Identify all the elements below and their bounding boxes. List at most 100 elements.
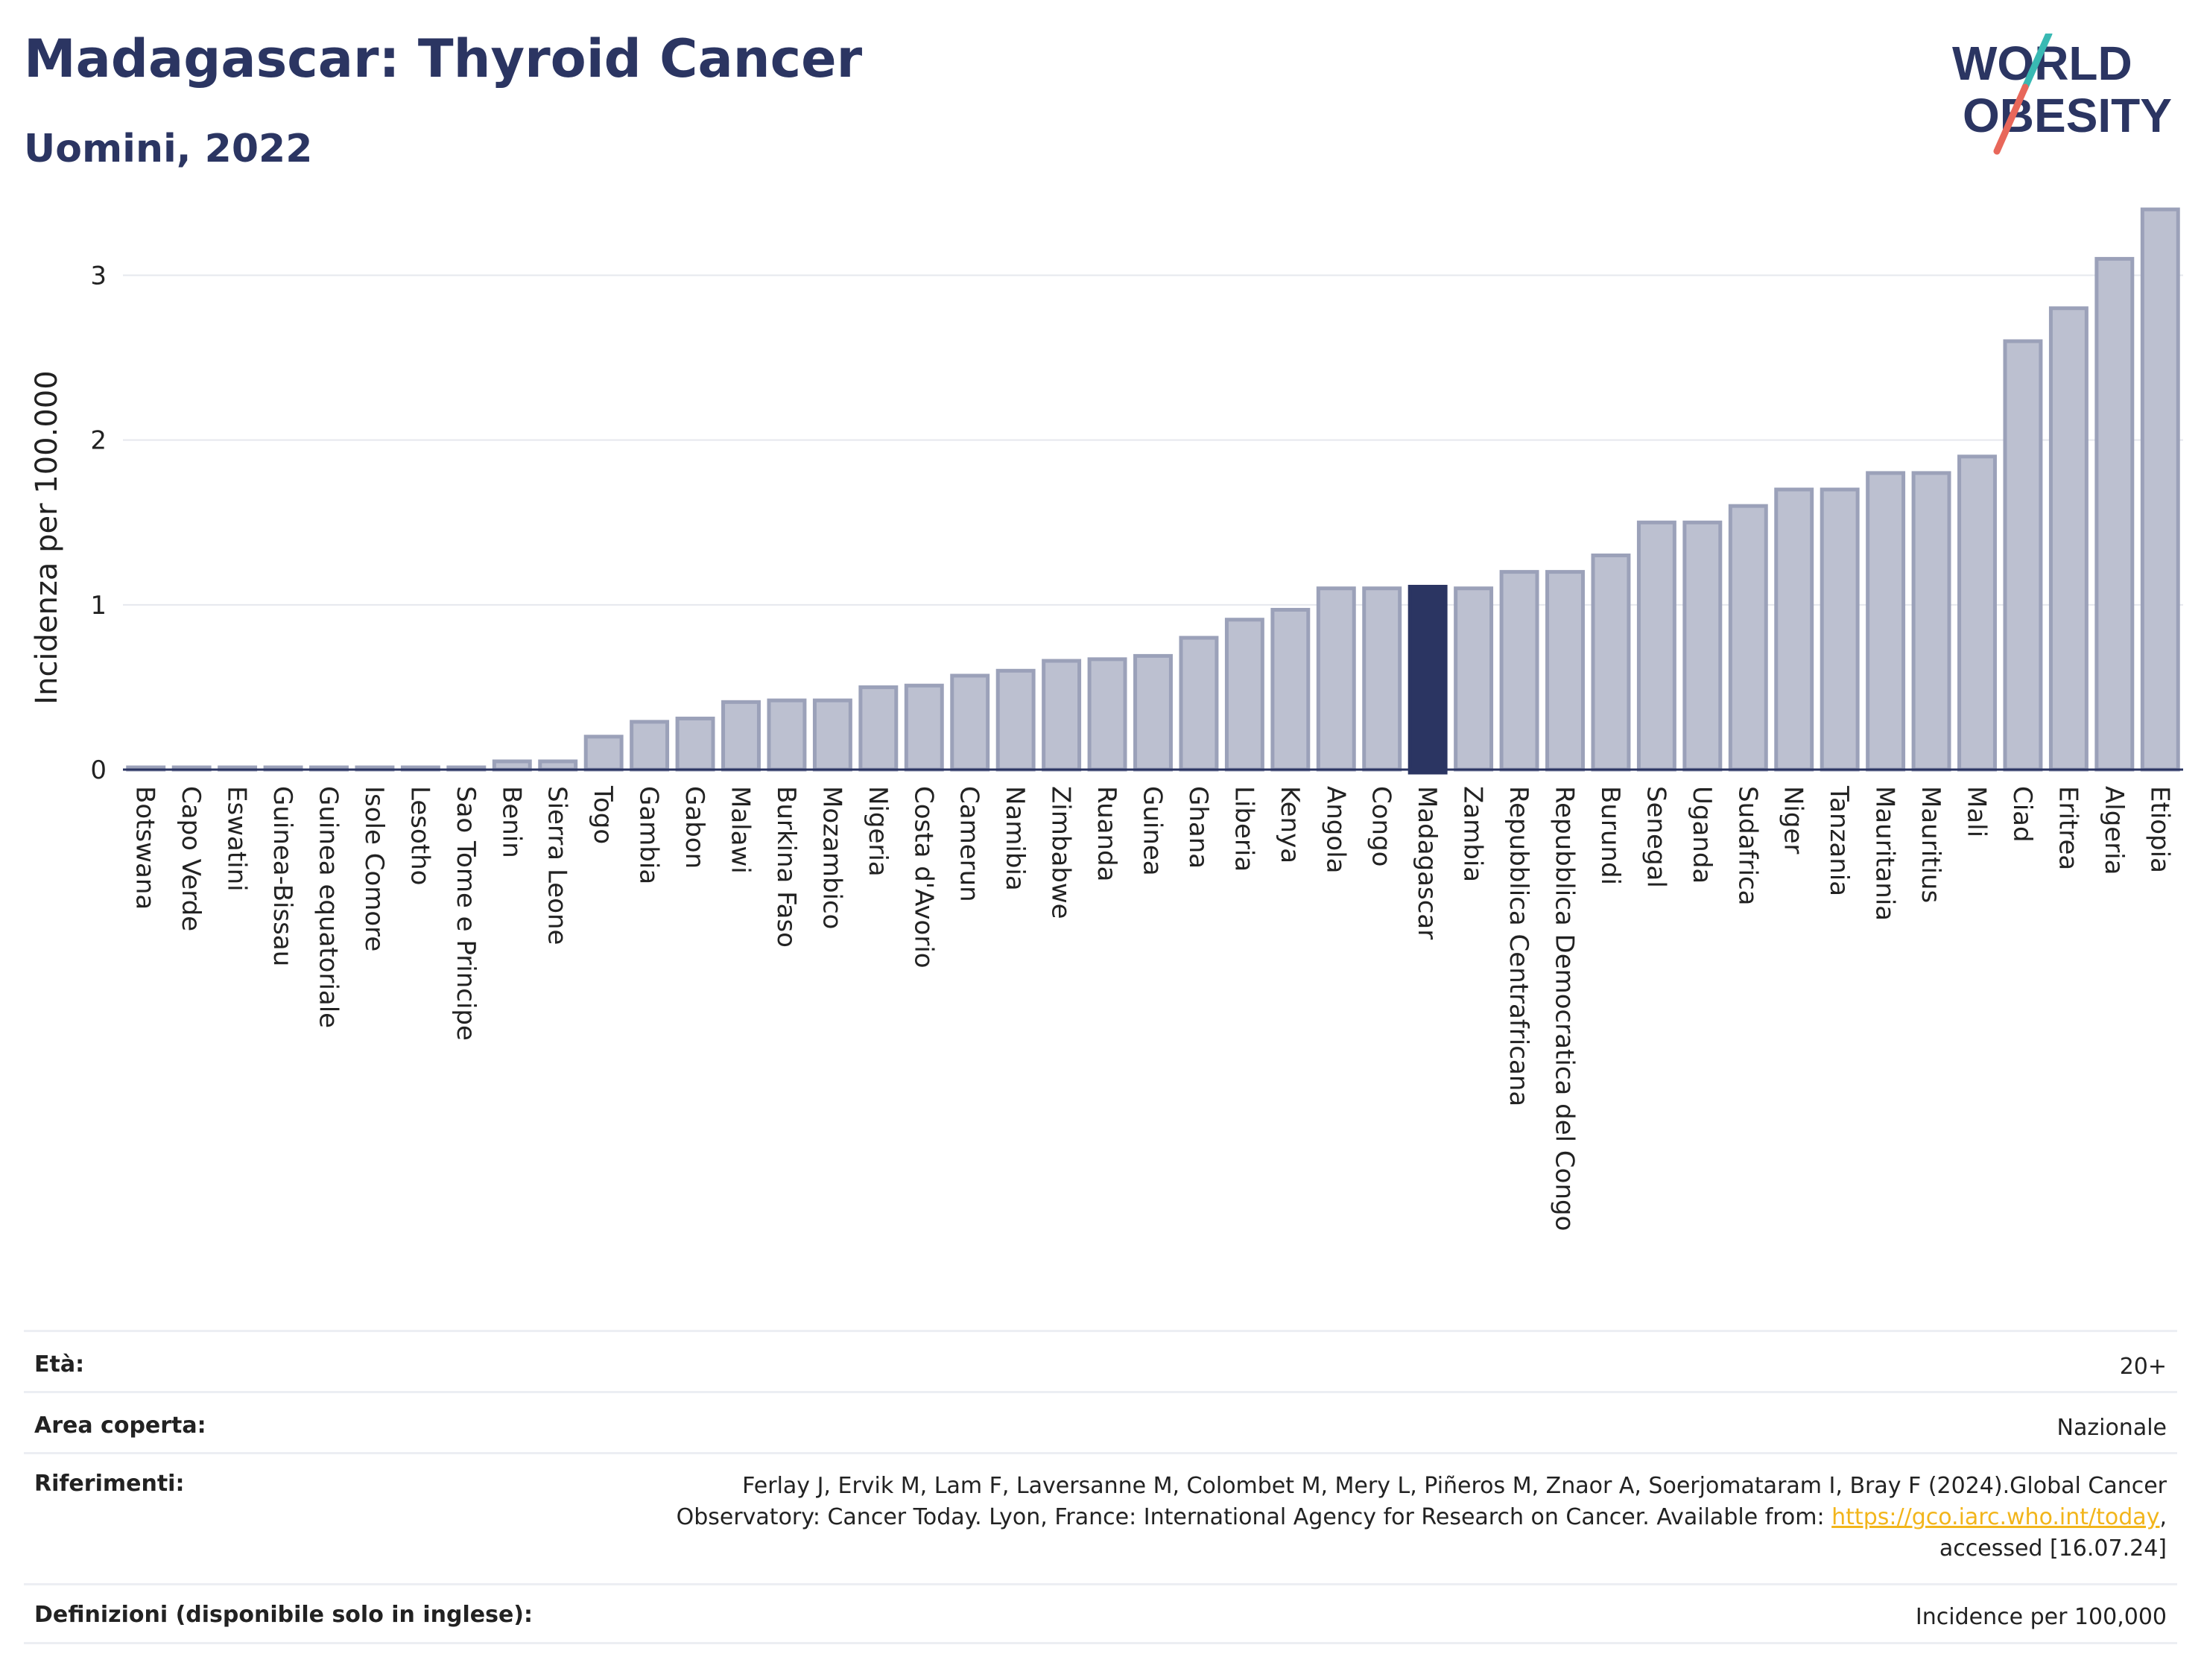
x-tick-label: Togo — [588, 785, 618, 844]
x-tick-label: Mauritania — [1870, 786, 1900, 921]
x-tick-label: Liberia — [1229, 786, 1258, 872]
info-row-age: Età: 20+ — [24, 1330, 2177, 1391]
info-value-age: 20+ — [2119, 1354, 2167, 1380]
references-line-1: Ferlay J, Ervik M, Lam F, Laversanne M, … — [742, 1473, 2167, 1499]
x-tick-label: Congo — [1367, 786, 1396, 866]
info-label-age: Età: — [34, 1351, 85, 1378]
x-tick-label: Eswatini — [222, 786, 252, 892]
bar-zimbabwe[interactable] — [1042, 659, 1082, 772]
info-row-definitions: Definizioni (disponibile solo in inglese… — [24, 1583, 2177, 1644]
x-tick-label: Costa d'Avorio — [908, 786, 938, 969]
bar-kenya[interactable] — [1270, 607, 1311, 772]
info-row-area: Area coperta: Nazionale — [24, 1391, 2177, 1452]
bar-liberia[interactable] — [1224, 618, 1264, 772]
x-tick-label: Mauritius — [1916, 786, 1945, 903]
bar-costa-d-avorio[interactable] — [904, 683, 944, 772]
x-tick-label: Etiopia — [2144, 786, 2174, 873]
world-obesity-logo: WORLD OBESITY — [1952, 34, 2172, 155]
info-row-references: Riferimenti: Ferlay J, Ervik M, Lam F, L… — [24, 1452, 2177, 1583]
bar-algeria[interactable] — [2094, 256, 2135, 772]
bar-angola[interactable] — [1316, 586, 1356, 772]
info-label-area: Area coperta: — [34, 1413, 206, 1439]
x-tick-label: Sierra Leone — [542, 786, 572, 945]
bar-mauritania[interactable] — [1866, 471, 1906, 772]
bar-ruanda[interactable] — [1087, 657, 1127, 772]
y-tick-label: 3 — [90, 261, 107, 291]
x-tick-label: Sudafrica — [1732, 786, 1762, 905]
bar-ghana[interactable] — [1179, 635, 1219, 772]
x-tick-label: Eritrea — [2053, 786, 2083, 870]
info-value-references: Ferlay J, Ervik M, Lam F, Laversanne M, … — [677, 1471, 2177, 1565]
x-tick-label: Repubblica Democratica del Congo — [1550, 786, 1580, 1231]
bar-etiopia[interactable] — [2140, 207, 2180, 772]
references-line-2-end: , — [2159, 1504, 2167, 1530]
bar-benin[interactable] — [492, 759, 532, 772]
x-tick-label: Namibia — [1000, 786, 1030, 891]
x-tick-label: Ghana — [1183, 786, 1213, 869]
bar-uganda[interactable] — [1682, 520, 1723, 772]
info-value-area: Nazionale — [2056, 1415, 2167, 1441]
bar-senegal[interactable] — [1636, 520, 1676, 772]
x-tick-label: Kenya — [1275, 786, 1305, 863]
x-tick-label: Mali — [1962, 786, 1992, 837]
logo-slash-red — [1993, 83, 2029, 155]
logo-slash-teal — [2021, 34, 2053, 91]
y-axis-ticks: 0 1 2 3 — [90, 261, 107, 785]
x-tick-label: Gambia — [634, 786, 664, 884]
x-tick-label: Ciad — [2007, 786, 2037, 843]
bar-nigeria[interactable] — [858, 685, 899, 772]
bar-madagascar[interactable] — [1407, 585, 1448, 775]
bar-mauritius[interactable] — [1911, 471, 1951, 772]
x-tick-label: Nigeria — [863, 786, 893, 877]
bar-chart: 0 1 2 3 Botswana Capo Verde Eswatini Guinea-Bi… — [30, 207, 2183, 1231]
bar-camerun[interactable] — [950, 673, 990, 772]
references-line-3: accessed [16.07.24] — [1939, 1535, 2167, 1562]
references-link[interactable]: https://gco.iarc.who.int/today — [1831, 1504, 2160, 1530]
bar-mali[interactable] — [1957, 454, 1997, 772]
bar-niger[interactable] — [1774, 487, 1814, 772]
bar-togo[interactable] — [583, 735, 624, 772]
bar-gambia[interactable] — [630, 720, 670, 772]
y-axis-label: Incidenza per 100.000 — [30, 370, 64, 704]
bar-repubblica-democratica-del-congo[interactable] — [1545, 570, 1585, 772]
x-tick-label: Zimbabwe — [1046, 786, 1076, 919]
x-tick-label: Benin — [496, 786, 526, 858]
x-tick-label: Tanzania — [1824, 785, 1854, 896]
x-tick-label: Isole Comore — [359, 786, 389, 951]
x-tick-label: Gabon — [680, 786, 709, 869]
x-tick-label: Ruanda — [1092, 786, 1121, 881]
x-tick-label: Mozambico — [817, 786, 846, 929]
bar-namibia[interactable] — [995, 668, 1036, 772]
x-tick-label: Burundi — [1595, 786, 1625, 885]
bar-burkina-faso[interactable] — [767, 698, 807, 772]
bar-sudafrica[interactable] — [1728, 504, 1768, 772]
x-tick-label: Repubblica Centrafricana — [1504, 786, 1533, 1106]
info-label-definitions: Definizioni (disponibile solo in inglese… — [34, 1602, 533, 1628]
bar-gabon[interactable] — [675, 716, 715, 772]
y-tick-label: 0 — [90, 755, 107, 785]
x-tick-label: Guinea equatoriale — [314, 786, 343, 1028]
y-tick-label: 1 — [90, 591, 107, 621]
bar-ciad[interactable] — [2003, 339, 2043, 772]
x-tick-label: Burkina Faso — [771, 786, 801, 948]
bar-mozambico[interactable] — [812, 698, 852, 772]
bar-repubblica-centrafricana[interactable] — [1499, 570, 1539, 772]
x-tick-label: Uganda — [1687, 786, 1717, 884]
bar-guinea[interactable] — [1133, 653, 1173, 772]
x-tick-label: Algeria — [2099, 786, 2129, 875]
bar-burundi[interactable] — [1591, 553, 1631, 772]
info-label-references: Riferimenti: — [34, 1471, 185, 1497]
bar-malawi[interactable] — [721, 700, 761, 772]
bar-zambia[interactable] — [1454, 586, 1494, 772]
bar-tanzania[interactable] — [1820, 487, 1860, 772]
bar-sierra-leone[interactable] — [538, 759, 578, 772]
x-tick-label: Senegal — [1641, 786, 1671, 888]
bar-eritrea[interactable] — [2048, 306, 2089, 772]
x-tick-label: Lesotho — [405, 786, 434, 885]
x-tick-label: Zambia — [1458, 786, 1488, 882]
info-value-definitions: Incidence per 100,000 — [1915, 1604, 2167, 1630]
info-table: Età: 20+ Area coperta: Nazionale Riferim… — [24, 1330, 2177, 1644]
x-tick-label: Niger — [1779, 786, 1808, 854]
logo-text-obesity: OBESITY — [1963, 89, 2172, 142]
bar-congo[interactable] — [1362, 586, 1402, 772]
